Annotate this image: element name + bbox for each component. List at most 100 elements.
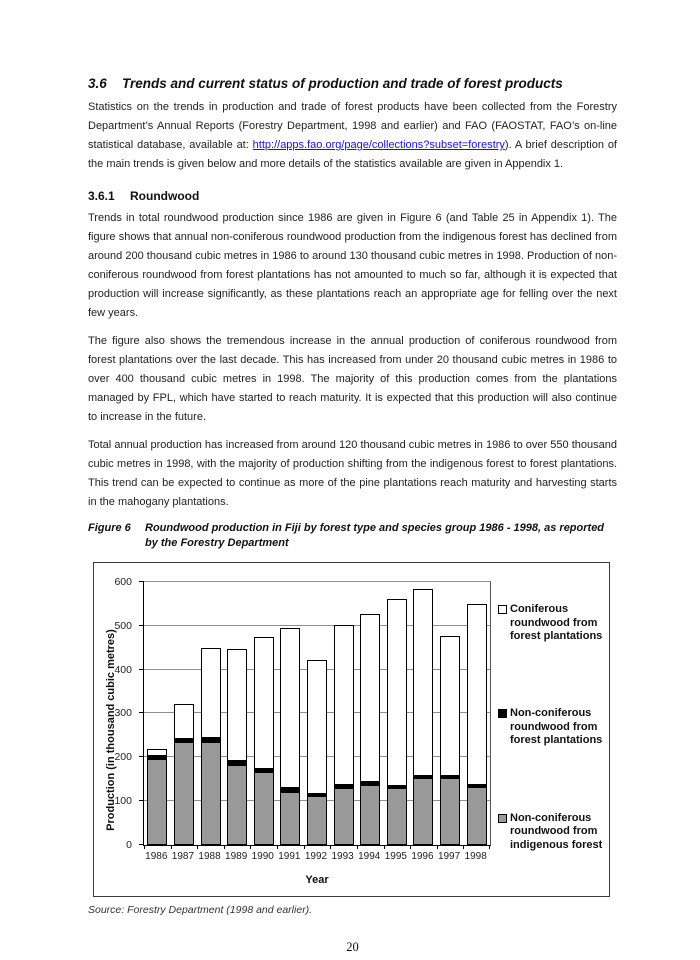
paragraph-1-text-before: Statistics on the trends in production a…	[88, 101, 617, 151]
subsection-title: Roundwood	[130, 189, 200, 203]
bar-1997	[440, 636, 461, 845]
bar-segment	[173, 739, 194, 742]
bar-segment	[253, 637, 274, 769]
x-tick-label-1987: 1987	[171, 851, 195, 862]
bar-segment	[200, 738, 221, 742]
paragraph-4: Total annual production has increased fr…	[88, 439, 617, 508]
bar-1987	[173, 704, 194, 845]
section-title: Trends and current status of production …	[122, 76, 563, 91]
bar-segment	[440, 776, 461, 778]
x-tick-mark	[463, 845, 464, 849]
paragraph-1-text-after: ). A brief description of the main trend…	[88, 139, 617, 170]
figure-caption-label: Figure 6	[88, 522, 131, 534]
bar-segment	[333, 788, 354, 845]
bar-segment	[253, 769, 274, 772]
bar-segment	[413, 776, 434, 778]
x-tick-label-1988: 1988	[198, 851, 221, 862]
x-tick-label-1996: 1996	[411, 851, 434, 862]
x-tick-label-1991: 1991	[278, 851, 301, 862]
bar-1998	[466, 604, 487, 845]
bar-1988	[200, 648, 221, 845]
chart-legend: Coniferous roundwood from forest plantat…	[498, 603, 608, 852]
y-tick-mark-400	[139, 669, 144, 670]
bar-1996	[413, 589, 434, 845]
subsection-number: 3.6.1	[88, 189, 115, 203]
bar-1986	[147, 749, 168, 845]
fao-statistics-link[interactable]: http://apps.fao.org/page/collections?sub…	[252, 139, 505, 151]
bar-segment	[200, 648, 221, 738]
section-heading: 3.6 Trends and current status of product…	[88, 76, 617, 91]
paragraph-1: Statistics on the trends in production a…	[88, 98, 617, 174]
y-tick-mark-200	[139, 756, 144, 757]
x-tick-label-1989: 1989	[225, 851, 248, 862]
x-tick-label-1990: 1990	[251, 851, 274, 862]
bar-segment	[386, 599, 407, 786]
x-tick-mark	[277, 845, 278, 849]
x-tick-mark	[197, 845, 198, 849]
legend-item-2: Non-coniferous roundwood from indigenous…	[498, 812, 608, 853]
figure-caption-text: Roundwood production in Fiji by forest t…	[145, 522, 605, 549]
x-tick-label-1998: 1998	[464, 851, 487, 862]
bar-segment	[307, 794, 327, 796]
bar-segment	[440, 778, 461, 845]
y-tick-mark-500	[139, 625, 144, 626]
x-tick-label-1997: 1997	[437, 851, 461, 862]
bar-segment	[386, 788, 407, 845]
y-tick-label-100: 100	[114, 795, 132, 807]
x-tick-mark	[410, 845, 411, 849]
bar-segment	[227, 765, 248, 845]
x-tick-mark	[304, 845, 305, 849]
bar-segment	[280, 792, 301, 845]
x-tick-label-1992: 1992	[304, 851, 328, 862]
paragraph-3: The figure also shows the tremendous inc…	[88, 335, 617, 423]
x-tick-mark	[489, 845, 490, 849]
legend-label: Non-coniferous roundwood from indigenous…	[510, 811, 603, 851]
x-tick-label-1993: 1993	[331, 851, 354, 862]
x-tick-mark	[357, 845, 358, 849]
bar-1989	[227, 649, 248, 845]
bar-segment	[466, 787, 487, 845]
bar-1993	[333, 625, 354, 845]
bar-segment	[333, 625, 354, 785]
x-tick-mark	[224, 845, 225, 849]
bar-segment	[413, 778, 434, 845]
legend-swatch-icon	[498, 813, 507, 823]
bar-segment	[307, 660, 327, 794]
bar-segment	[466, 785, 487, 787]
bar-segment	[360, 782, 381, 785]
bar-segment	[173, 742, 194, 845]
bar-segment	[413, 589, 434, 776]
y-tick-label-200: 200	[114, 751, 132, 763]
bar-segment	[386, 786, 407, 788]
legend-swatch-icon	[498, 605, 507, 614]
x-tick-mark	[330, 845, 331, 849]
bar-1994	[360, 614, 381, 845]
bar-segment	[227, 761, 248, 765]
legend-item-0: Coniferous roundwood from forest plantat…	[498, 603, 608, 644]
bar-segment	[280, 628, 301, 788]
y-tick-label-0: 0	[126, 839, 132, 851]
legend-label: Coniferous roundwood from forest plantat…	[510, 603, 603, 642]
paragraph-2: Trends in total roundwood production sin…	[88, 212, 617, 319]
bar-1991	[280, 628, 301, 845]
x-tick-mark	[250, 845, 251, 849]
section-number: 3.6	[88, 76, 107, 91]
x-tick-mark	[171, 845, 172, 849]
bar-segment	[227, 649, 248, 761]
bar-segment	[360, 614, 381, 782]
plot-area	[139, 581, 491, 849]
x-axis-labels: 1986 1987 1988 1989 1990 1991 1992 1993 1994 1995…	[143, 851, 491, 865]
legend-swatch-icon	[498, 709, 507, 719]
bar-segment	[147, 749, 168, 756]
bar-segment	[440, 636, 461, 776]
figure-caption: Figure 6 Roundwood production in Fiji by…	[88, 521, 617, 551]
bar-segment	[333, 785, 354, 788]
x-tick-label-1995: 1995	[384, 851, 407, 862]
y-tick-mark-300	[139, 712, 144, 713]
bar-segment	[200, 742, 221, 845]
source-note: Source: Forestry Department (1998 and ea…	[88, 904, 313, 916]
y-tick-mark-100	[139, 800, 144, 801]
x-tick-mark	[437, 845, 438, 849]
bar-segment	[147, 759, 168, 845]
